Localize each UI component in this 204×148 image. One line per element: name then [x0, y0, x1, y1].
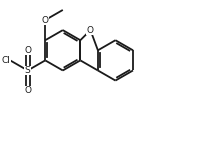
Text: O: O	[24, 46, 31, 55]
Text: O: O	[42, 16, 49, 25]
Text: S: S	[25, 66, 31, 75]
Text: O: O	[87, 26, 94, 35]
Text: O: O	[24, 86, 31, 95]
Text: Cl: Cl	[1, 56, 10, 65]
Text: Cl: Cl	[1, 56, 10, 65]
